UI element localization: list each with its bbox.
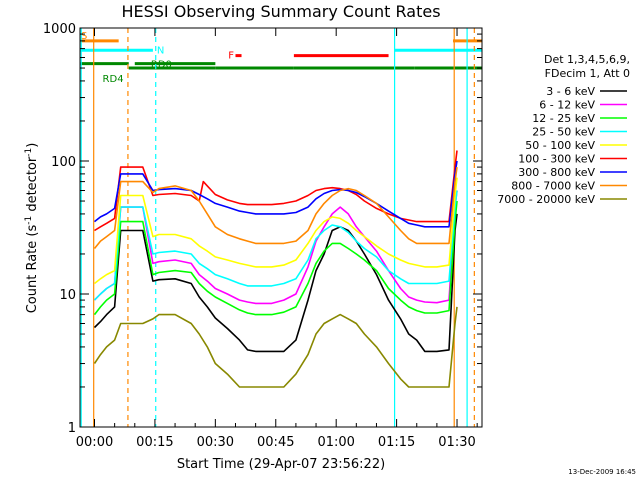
series-line-800-7000-kev bbox=[93, 166, 458, 250]
series-lines bbox=[93, 150, 458, 388]
chart-title: HESSI Observing Summary Count Rates bbox=[121, 2, 440, 21]
legend-label-6-12-kev: 6 - 12 keV bbox=[539, 99, 595, 112]
legend: Det 1,3,4,5,6,9, FDecim 1, Att 0 3 - 6 k… bbox=[497, 53, 630, 206]
legend-header-line-2: FDecim 1, Att 0 bbox=[545, 67, 630, 80]
legend-label-300-800-kev: 300 - 800 keV bbox=[518, 166, 595, 179]
y-axis-label: Count Rate (s-1 detector-1) bbox=[24, 143, 40, 314]
status-bars: S N RD0 RD4 F bbox=[80, 31, 482, 85]
y-tick-label-100: 100 bbox=[51, 155, 76, 170]
legend-label-3-6-kev: 3 - 6 keV bbox=[546, 85, 595, 98]
y-tick-label-1000: 1000 bbox=[43, 22, 76, 37]
legend-label-50-100-kev: 50 - 100 keV bbox=[525, 139, 595, 152]
legend-label-25-50-kev: 25 - 50 keV bbox=[532, 126, 595, 139]
series-line-6-12-kev bbox=[93, 190, 458, 305]
x-tick-label-00-30: 00:30 bbox=[197, 435, 234, 450]
status-bar-label-n: N bbox=[157, 45, 164, 56]
plot-frame bbox=[79, 27, 483, 428]
series-line-7000-20000-kev bbox=[93, 306, 458, 388]
x-axis-label: Start Time (29-Apr-07 23:56:22) bbox=[177, 457, 385, 472]
footer-date: 13-Dec-2009 16:45 bbox=[568, 468, 636, 476]
series-line-300-800-kev bbox=[94, 160, 458, 228]
series-line-3-6-kev bbox=[93, 213, 458, 353]
series-line-12-25-kev bbox=[93, 200, 458, 316]
legend-header-line-1: Det 1,3,4,5,6,9, bbox=[544, 53, 630, 66]
status-bar-label-rd4: RD4 bbox=[103, 74, 124, 85]
y-tick-label-1: 1 bbox=[68, 421, 76, 436]
x-tick-label-00-15: 00:15 bbox=[136, 435, 173, 450]
legend-label-7000-20000-kev: 7000 - 20000 keV bbox=[497, 193, 595, 206]
event-vertical-lines bbox=[80, 28, 475, 427]
x-tick-label-01-00: 01:00 bbox=[317, 435, 354, 450]
status-bar-label-s: S bbox=[81, 31, 87, 42]
x-tick-label-01-15: 01:15 bbox=[378, 435, 415, 450]
y-axis-ticks: 1 10 100 1000 bbox=[43, 22, 482, 436]
status-bar-label-f: F bbox=[228, 51, 234, 62]
status-bar-label-rd0: RD0 bbox=[151, 60, 172, 71]
series-line-50-100-kev bbox=[94, 177, 458, 285]
x-axis-ticks: 00:00 00:15 00:30 00:45 01:00 01:15 01:30 bbox=[76, 28, 478, 450]
legend-label-12-25-kev: 12 - 25 keV bbox=[532, 112, 595, 125]
legend-label-100-300-kev: 100 - 300 keV bbox=[518, 153, 595, 166]
series-line-25-50-kev bbox=[93, 190, 458, 301]
x-tick-label-00-45: 00:45 bbox=[257, 435, 294, 450]
x-tick-label-00-00: 00:00 bbox=[76, 435, 113, 450]
x-tick-label-01-30: 01:30 bbox=[438, 435, 475, 450]
legend-label-800-7000-kev: 800 - 7000 keV bbox=[511, 180, 595, 193]
y-tick-label-10: 10 bbox=[59, 288, 76, 303]
